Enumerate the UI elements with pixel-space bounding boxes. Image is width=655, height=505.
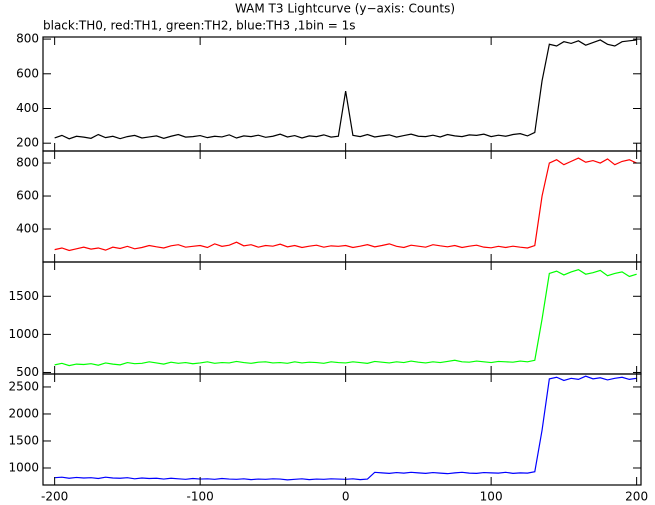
panel-frame — [42, 36, 642, 152]
x-tick-label: 100 — [480, 490, 503, 504]
x-tick-label: -200 — [41, 490, 68, 504]
y-tick-label: 200 — [16, 136, 39, 150]
y-tick-label: 400 — [16, 222, 39, 236]
x-tick-label: 200 — [625, 490, 648, 504]
x-tick-label: -100 — [187, 490, 214, 504]
y-tick-label: 1000 — [8, 460, 39, 474]
y-tick-label: 600 — [16, 189, 39, 203]
chart-title: WAM T3 Lightcurve (y−axis: Counts) — [235, 2, 455, 16]
y-tick-label: 1500 — [8, 289, 39, 303]
y-tick-label: 2000 — [8, 406, 39, 420]
panel-frame — [42, 261, 642, 375]
y-tick-label: 2500 — [8, 379, 39, 393]
light-curve — [54, 268, 637, 367]
y-tick-label: 1000 — [8, 327, 39, 341]
x-tick-label: 0 — [342, 490, 350, 504]
y-tick-label: 400 — [16, 101, 39, 115]
y-tick-label: 1500 — [8, 433, 39, 447]
light-curve — [54, 157, 637, 252]
y-tick-label: 800 — [16, 32, 39, 46]
chart-subtitle: black:TH0, red:TH1, green:TH2, blue:TH3 … — [43, 19, 356, 33]
light-curve — [54, 39, 637, 140]
light-curve — [54, 375, 637, 481]
y-tick-label: 600 — [16, 66, 39, 80]
y-tick-label: 500 — [16, 365, 39, 379]
y-tick-label: 800 — [16, 156, 39, 170]
panel-frame — [42, 373, 642, 486]
